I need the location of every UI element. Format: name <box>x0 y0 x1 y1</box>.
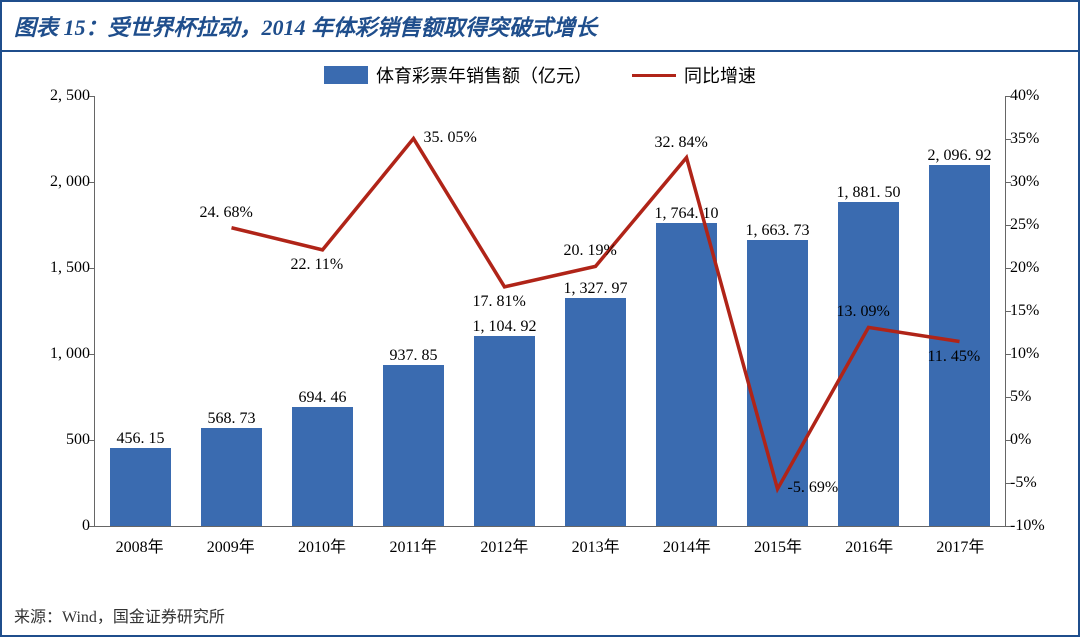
chart-plot-area: 05001, 0001, 5002, 0002, 500 -10%-5%0%5%… <box>24 96 1060 566</box>
y-right-tick <box>1005 96 1011 97</box>
y-left-tick-label: 2, 000 <box>20 173 90 191</box>
x-tick-label: 2010年 <box>276 527 367 557</box>
plot-region: 456. 15568. 73694. 46937. 851, 104. 921,… <box>94 96 1006 526</box>
y-left-tick <box>89 440 95 441</box>
line-value-label: 35. 05% <box>424 129 477 147</box>
line-value-label: 20. 19% <box>564 242 617 260</box>
line-value-label: -5. 69% <box>788 479 839 497</box>
x-tick-label: 2013年 <box>550 527 641 557</box>
x-tick-label: 2014年 <box>641 527 732 557</box>
x-tick-label: 2012年 <box>459 527 550 557</box>
legend-label-line: 同比增速 <box>684 62 756 88</box>
line-value-label: 24. 68% <box>200 204 253 222</box>
legend-item-line: 同比增速 <box>632 62 756 88</box>
y-axis-left: 05001, 0001, 5002, 0002, 500 <box>20 96 90 526</box>
line-value-label: 11. 45% <box>928 348 981 366</box>
chart-container: 图表 15：受世界杯拉动，2014 年体彩销售额取得突破式增长 体育彩票年销售额… <box>0 0 1080 637</box>
x-axis: 2008年2009年2010年2011年2012年2013年2014年2015年… <box>94 526 1006 557</box>
y-right-tick-label: -5% <box>1010 474 1064 492</box>
y-left-tick <box>89 96 95 97</box>
y-left-tick <box>89 182 95 183</box>
y-left-tick-label: 1, 500 <box>20 259 90 277</box>
y-left-tick-label: 0 <box>20 517 90 535</box>
legend-swatch-line <box>632 74 676 77</box>
y-right-tick <box>1005 311 1011 312</box>
chart-title: 图表 15：受世界杯拉动，2014 年体彩销售额取得突破式增长 <box>2 2 1078 52</box>
source-text: 来源：Wind，国金证券研究所 <box>14 603 225 627</box>
y-left-tick-label: 2, 500 <box>20 87 90 105</box>
x-tick-label: 2011年 <box>368 527 459 557</box>
y-left-tick-label: 500 <box>20 431 90 449</box>
y-left-tick <box>89 268 95 269</box>
y-right-tick-label: -10% <box>1010 517 1064 535</box>
y-right-tick-label: 30% <box>1010 173 1064 191</box>
x-tick-label: 2016年 <box>824 527 915 557</box>
y-left-tick <box>89 354 95 355</box>
y-right-tick <box>1005 440 1011 441</box>
y-left-tick-label: 1, 000 <box>20 345 90 363</box>
legend-item-bar: 体育彩票年销售额（亿元） <box>324 62 592 88</box>
legend-swatch-bar <box>324 66 368 84</box>
line-value-label: 13. 09% <box>837 303 890 321</box>
y-right-tick <box>1005 483 1011 484</box>
y-right-tick <box>1005 354 1011 355</box>
x-tick-label: 2015年 <box>732 527 823 557</box>
y-right-tick <box>1005 268 1011 269</box>
line-value-label: 22. 11% <box>291 256 344 274</box>
y-right-tick <box>1005 139 1011 140</box>
y-axis-right: -10%-5%0%5%10%15%20%25%30%35%40% <box>1010 96 1064 526</box>
y-right-tick-label: 35% <box>1010 130 1064 148</box>
x-tick-label: 2017年 <box>915 527 1006 557</box>
y-right-tick-label: 10% <box>1010 345 1064 363</box>
legend-label-bar: 体育彩票年销售额（亿元） <box>376 62 592 88</box>
y-right-tick-label: 40% <box>1010 87 1064 105</box>
y-right-tick <box>1005 182 1011 183</box>
y-right-tick-label: 5% <box>1010 388 1064 406</box>
y-right-tick-label: 15% <box>1010 302 1064 320</box>
line-value-label: 17. 81% <box>473 293 526 311</box>
y-right-tick <box>1005 397 1011 398</box>
x-tick-label: 2008年 <box>94 527 185 557</box>
y-right-tick-label: 20% <box>1010 259 1064 277</box>
line-value-label: 32. 84% <box>655 134 708 152</box>
y-right-tick <box>1005 225 1011 226</box>
y-right-tick-label: 25% <box>1010 216 1064 234</box>
legend: 体育彩票年销售额（亿元） 同比增速 <box>2 62 1078 88</box>
y-right-tick-label: 0% <box>1010 431 1064 449</box>
x-tick-label: 2009年 <box>185 527 276 557</box>
